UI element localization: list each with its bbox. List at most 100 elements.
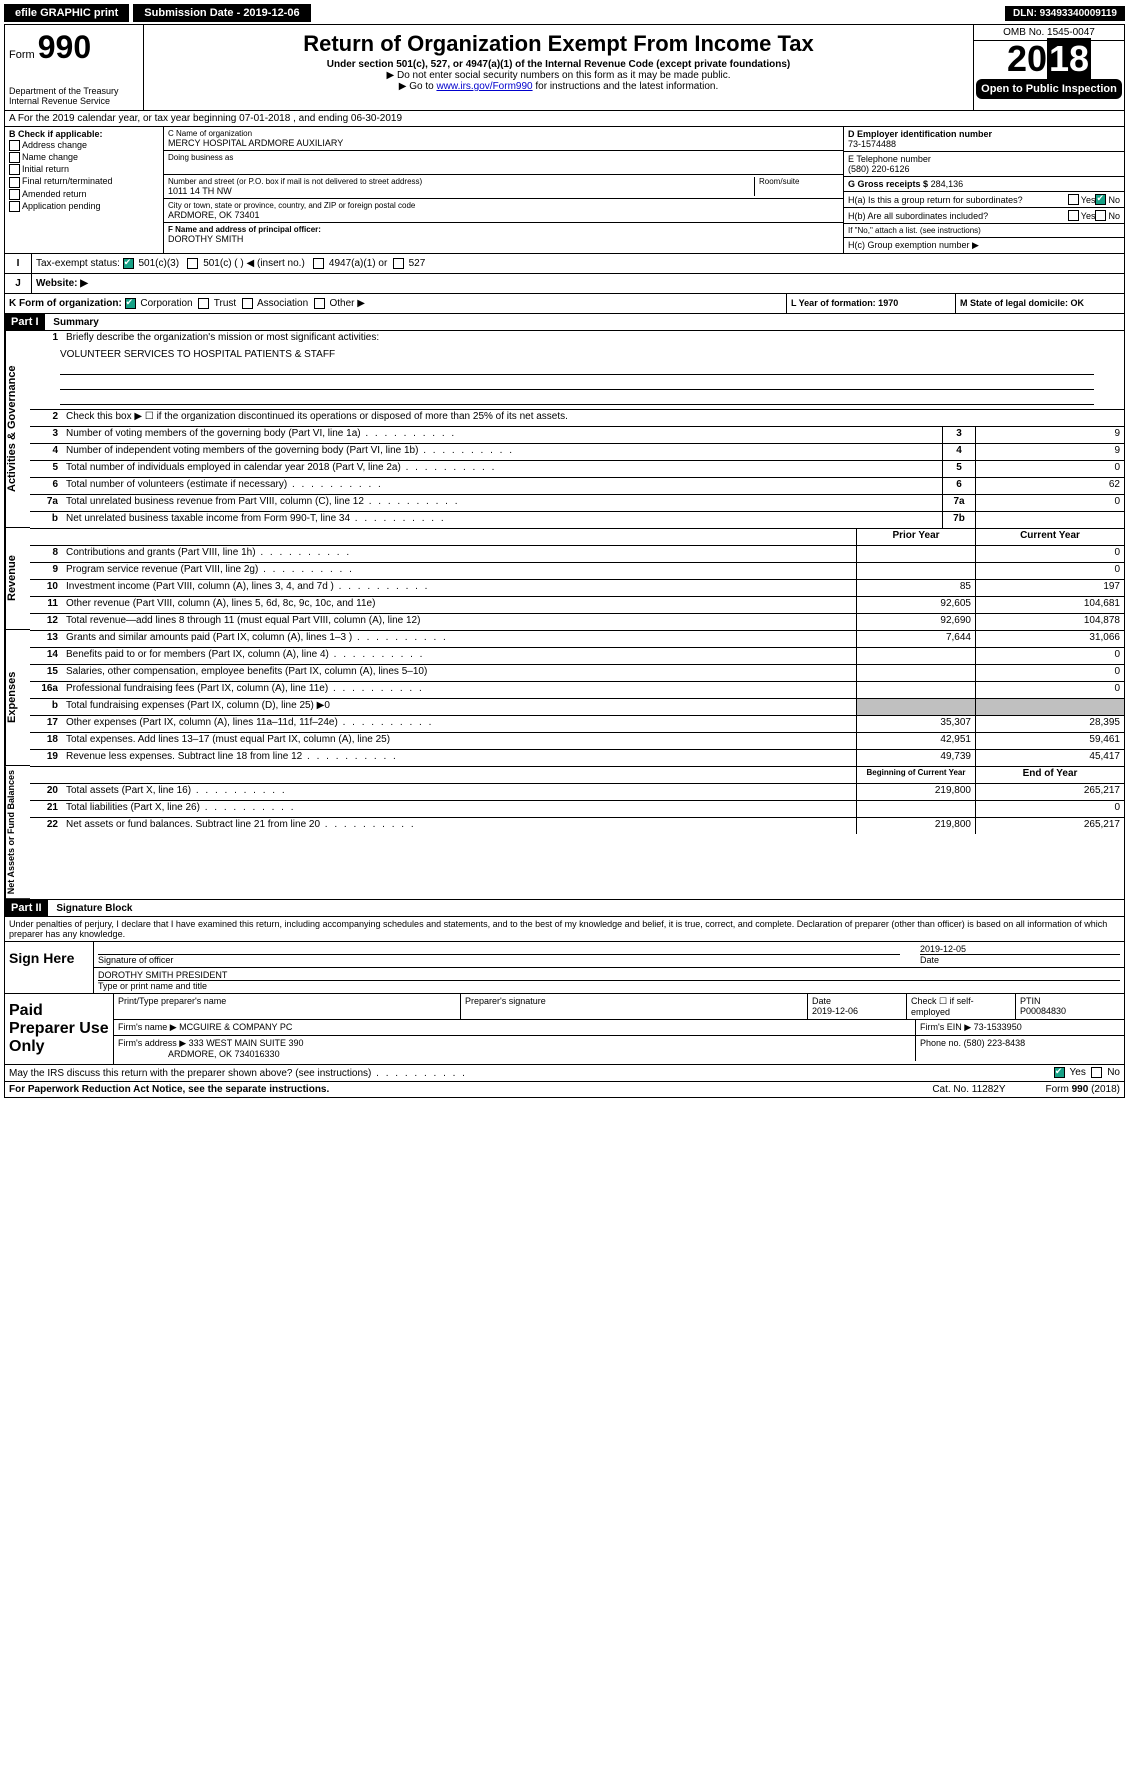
chk-amended[interactable] [9,189,20,200]
k-label: K Form of organization: [9,298,122,309]
chk-pending[interactable] [9,201,20,212]
line10-curr: 197 [975,580,1124,596]
dept-treasury: Department of the Treasury [9,86,139,96]
website-label: Website: ▶ [36,278,88,289]
hc-label: H(c) Group exemption number ▶ [844,238,1124,253]
chk-trust[interactable] [198,298,209,309]
line5-val: 0 [975,461,1124,477]
opt-assoc: Association [257,298,308,309]
opt-other: Other ▶ [329,298,364,309]
line16b-prior [856,699,975,715]
chk-527[interactable] [393,258,404,269]
line18-curr: 59,461 [975,733,1124,749]
line5-text: Total number of individuals employed in … [62,461,942,477]
line12-prior: 92,690 [856,614,975,630]
row-j-letter: J [5,274,32,293]
lbl-pending: Application pending [22,201,101,211]
firm-name-label: Firm's name ▶ [118,1022,177,1032]
dln: DLN: 93493340009119 [1005,6,1125,21]
state-domicile: M State of legal domicile: OK [955,294,1124,313]
opt-501c: 501(c) ( ) ◀ (insert no.) [203,258,305,269]
chk-ha-no[interactable] [1095,194,1106,205]
lbl-final: Final return/terminated [22,176,113,186]
opt-527: 527 [409,258,426,269]
line17-curr: 28,395 [975,716,1124,732]
hdr-begin: Beginning of Current Year [856,767,975,783]
chk-ha-yes[interactable] [1068,194,1079,205]
row-a-period: A For the 2019 calendar year, or tax yea… [5,111,1124,127]
lbl-address: Address change [22,140,87,150]
chk-4947[interactable] [313,258,324,269]
line6-text: Total number of volunteers (estimate if … [62,478,942,494]
hb-no: No [1108,211,1120,221]
gross-value: 284,136 [931,179,964,189]
sign-here-label: Sign Here [5,942,94,993]
line15-text: Salaries, other compensation, employee b… [62,665,856,681]
line22-text: Net assets or fund balances. Subtract li… [62,818,856,834]
tax-year: 2018 [974,41,1124,77]
hdr-end: End of Year [975,767,1124,783]
sig-date-label: Date [920,954,1120,965]
org-name-label: C Name of organization [168,129,839,138]
chk-501c3[interactable] [123,258,134,269]
line16b-curr [975,699,1124,715]
side-activities: Activities & Governance [5,331,30,528]
line7b-val [975,512,1124,528]
firm-phone: (580) 223-8438 [964,1038,1026,1048]
hb-note: If "No," attach a list. (see instruction… [844,224,1124,238]
goto-pre: ▶ Go to [399,81,437,92]
check-b-header: B Check if applicable: [9,129,159,139]
chk-assoc[interactable] [242,298,253,309]
chk-name[interactable] [9,152,20,163]
chk-initial[interactable] [9,164,20,175]
line13-curr: 31,066 [975,631,1124,647]
goto-note: ▶ Go to www.irs.gov/Form990 for instruct… [148,81,969,92]
irs-link[interactable]: www.irs.gov/Form990 [436,81,532,92]
chk-hb-yes[interactable] [1068,210,1079,221]
line11-prior: 92,605 [856,597,975,613]
line19-text: Revenue less expenses. Subtract line 18 … [62,750,856,766]
opt-corp: Corporation [140,298,192,309]
chk-discuss-yes[interactable] [1054,1067,1065,1078]
dba-label: Doing business as [168,153,839,162]
line9-curr: 0 [975,563,1124,579]
ein-value: 73-1574488 [848,139,1120,149]
city-label: City or town, state or province, country… [168,201,839,210]
lbl-initial: Initial return [22,164,69,174]
form-subtitle: Under section 501(c), 527, or 4947(a)(1)… [148,59,969,70]
tax-status-label: Tax-exempt status: [36,258,120,269]
line15-prior [856,665,975,681]
form-number: 990 [38,29,91,65]
line18-prior: 42,951 [856,733,975,749]
discuss-no: No [1107,1068,1120,1079]
line16a-curr: 0 [975,682,1124,698]
line17-prior: 35,307 [856,716,975,732]
ha-no: No [1108,195,1120,205]
lbl-amended: Amended return [22,189,87,199]
chk-other[interactable] [314,298,325,309]
ein-label: D Employer identification number [848,129,1120,139]
chk-final[interactable] [9,177,20,188]
line22-prior: 219,800 [856,818,975,834]
chk-501c[interactable] [187,258,198,269]
line11-text: Other revenue (Part VIII, column (A), li… [62,597,856,613]
line10-text: Investment income (Part VIII, column (A)… [62,580,856,596]
cat-no: Cat. No. 11282Y [932,1084,1005,1095]
line19-curr: 45,417 [975,750,1124,766]
chk-corp[interactable] [125,298,136,309]
line7a-val: 0 [975,495,1124,511]
paid-preparer-label: Paid Preparer Use Only [5,994,113,1064]
lbl-name: Name change [22,152,78,162]
chk-hb-no[interactable] [1095,210,1106,221]
chk-discuss-no[interactable] [1091,1067,1102,1078]
line21-curr: 0 [975,801,1124,817]
pra-notice: For Paperwork Reduction Act Notice, see … [9,1084,329,1095]
chk-address[interactable] [9,140,20,151]
gross-label: G Gross receipts $ [848,179,928,189]
col-b-checkboxes: B Check if applicable: Address change Na… [5,127,164,253]
line10-prior: 85 [856,580,975,596]
row-i-letter: I [5,254,32,273]
open-public-badge: Open to Public Inspection [976,79,1122,99]
line19-prior: 49,739 [856,750,975,766]
side-expenses: Expenses [5,630,30,766]
